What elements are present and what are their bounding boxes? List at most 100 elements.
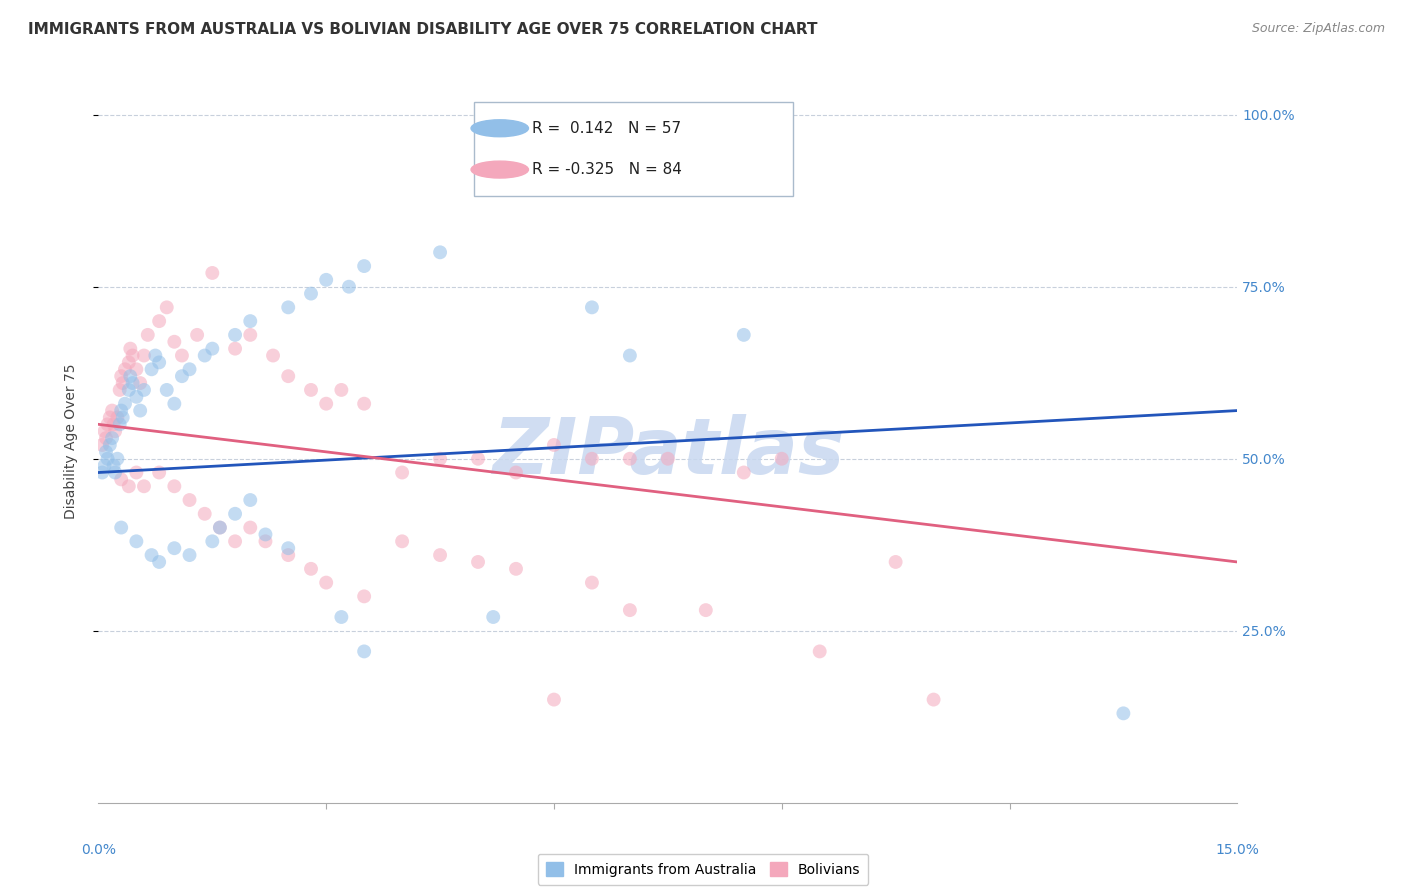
Point bbox=[103, 458, 125, 473]
Point bbox=[239, 493, 262, 508]
Point bbox=[201, 266, 224, 280]
Point bbox=[163, 541, 186, 556]
Point bbox=[239, 327, 262, 342]
Point bbox=[619, 451, 641, 466]
Point bbox=[156, 301, 179, 315]
Point bbox=[330, 610, 353, 624]
Point bbox=[114, 362, 136, 376]
Point bbox=[277, 301, 299, 315]
Point bbox=[201, 342, 224, 356]
Point bbox=[505, 156, 527, 170]
Point bbox=[114, 397, 136, 411]
Text: IMMIGRANTS FROM AUSTRALIA VS BOLIVIAN DISABILITY AGE OVER 75 CORRELATION CHART: IMMIGRANTS FROM AUSTRALIA VS BOLIVIAN DI… bbox=[28, 22, 818, 37]
Point bbox=[1112, 706, 1135, 721]
Point bbox=[111, 410, 134, 425]
Point bbox=[179, 493, 201, 508]
Point bbox=[543, 438, 565, 452]
Point bbox=[94, 445, 117, 459]
Point bbox=[581, 301, 603, 315]
Point bbox=[277, 541, 299, 556]
Point bbox=[315, 397, 337, 411]
Legend: Immigrants from Australia, Bolivians: Immigrants from Australia, Bolivians bbox=[537, 854, 869, 885]
Point bbox=[224, 507, 246, 521]
Point bbox=[141, 362, 163, 376]
Point bbox=[107, 410, 129, 425]
Point bbox=[391, 466, 413, 480]
Y-axis label: Disability Age Over 75: Disability Age Over 75 bbox=[63, 364, 77, 519]
Point bbox=[467, 555, 489, 569]
Point bbox=[254, 527, 277, 541]
Point bbox=[129, 376, 152, 390]
Text: 15.0%: 15.0% bbox=[1215, 843, 1260, 857]
Point bbox=[98, 438, 121, 452]
Point bbox=[262, 349, 284, 363]
Point bbox=[429, 451, 451, 466]
Point bbox=[96, 451, 118, 466]
Point bbox=[111, 376, 134, 390]
Point bbox=[194, 349, 217, 363]
Point bbox=[299, 286, 322, 301]
Point bbox=[581, 575, 603, 590]
Point bbox=[110, 520, 132, 534]
Point bbox=[619, 349, 641, 363]
Point bbox=[110, 403, 132, 417]
Point bbox=[118, 479, 141, 493]
Point bbox=[208, 520, 231, 534]
Point bbox=[224, 342, 246, 356]
Point bbox=[132, 349, 155, 363]
Point bbox=[98, 410, 121, 425]
Point bbox=[315, 575, 337, 590]
Point bbox=[101, 431, 124, 445]
Point bbox=[922, 692, 945, 706]
Point bbox=[208, 520, 231, 534]
Point bbox=[239, 520, 262, 534]
Text: Source: ZipAtlas.com: Source: ZipAtlas.com bbox=[1251, 22, 1385, 36]
Point bbox=[110, 369, 132, 384]
Point bbox=[120, 342, 142, 356]
Point bbox=[299, 383, 322, 397]
Point bbox=[125, 534, 148, 549]
Point bbox=[330, 383, 353, 397]
Point bbox=[429, 245, 451, 260]
Point bbox=[201, 534, 224, 549]
Point bbox=[581, 451, 603, 466]
Point bbox=[125, 362, 148, 376]
Point bbox=[353, 397, 375, 411]
Point bbox=[337, 279, 360, 293]
Point bbox=[120, 369, 142, 384]
Point bbox=[93, 458, 115, 473]
Point bbox=[170, 369, 193, 384]
Point bbox=[141, 548, 163, 562]
Point bbox=[277, 548, 299, 562]
Point bbox=[194, 507, 217, 521]
Point bbox=[93, 424, 115, 438]
Point bbox=[118, 355, 141, 369]
Point bbox=[148, 555, 170, 569]
Point bbox=[91, 438, 114, 452]
Point bbox=[148, 466, 170, 480]
Point bbox=[657, 451, 679, 466]
Point bbox=[179, 362, 201, 376]
Point bbox=[110, 472, 132, 486]
Point bbox=[108, 417, 131, 432]
Point bbox=[163, 397, 186, 411]
Point bbox=[733, 466, 755, 480]
Point bbox=[94, 431, 117, 445]
Point bbox=[91, 466, 114, 480]
Point bbox=[186, 327, 208, 342]
Point bbox=[239, 314, 262, 328]
Point bbox=[125, 466, 148, 480]
Point bbox=[101, 403, 124, 417]
Point bbox=[121, 376, 143, 390]
Point bbox=[103, 417, 125, 432]
Text: ZIPatlas: ZIPatlas bbox=[492, 414, 844, 490]
Point bbox=[224, 327, 246, 342]
Point bbox=[148, 355, 170, 369]
Point bbox=[770, 451, 793, 466]
Point bbox=[254, 534, 277, 549]
Point bbox=[104, 466, 127, 480]
Point bbox=[170, 349, 193, 363]
Point bbox=[299, 562, 322, 576]
Point bbox=[104, 424, 127, 438]
Point bbox=[145, 349, 167, 363]
